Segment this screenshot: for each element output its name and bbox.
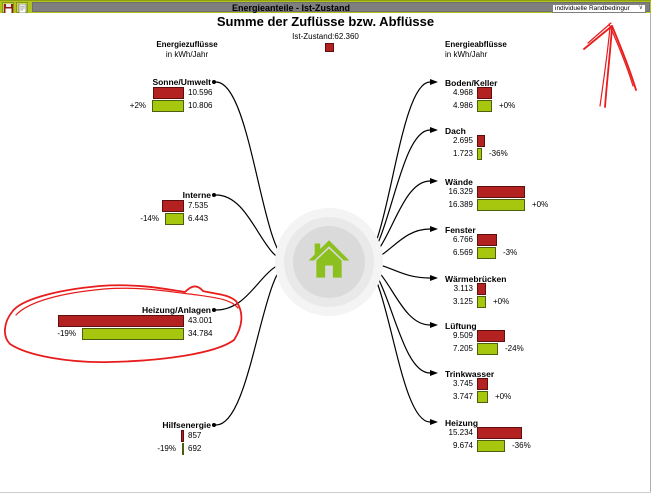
variant-value: 7.205 — [452, 344, 473, 353]
variant-bar — [477, 296, 486, 308]
ist-value: 16.329 — [448, 187, 473, 196]
inflow-label: Sonne/Umwelt — [152, 77, 211, 87]
inflow-label: Interne — [182, 190, 211, 200]
ist-bar — [153, 87, 184, 99]
outflow-label: Fenster — [445, 225, 476, 235]
outflow-label: Wände — [445, 177, 473, 187]
variant-bar — [477, 247, 496, 259]
save-button[interactable] — [2, 2, 14, 13]
variant-bar — [477, 440, 505, 452]
connector-dot-icon — [212, 308, 216, 312]
variant-value: 6.443 — [188, 214, 209, 223]
legend-ist-swatch — [325, 43, 334, 52]
ist-bar — [477, 87, 492, 99]
outflow-label: Lüftung — [445, 321, 477, 331]
dropdown-value: individuelle Randbedingur — [555, 5, 630, 12]
outflow-label: Heizung — [445, 418, 479, 428]
window-title: Energieanteile - Ist-Zustand — [231, 3, 351, 13]
page-title: Summe der Zuflüsse bzw. Abflüsse — [216, 14, 435, 29]
variant-percent: -19% — [57, 329, 76, 338]
ist-bar — [477, 378, 488, 390]
variant-percent: +0% — [493, 297, 510, 306]
ist-value: 9.509 — [452, 331, 473, 340]
ist-value: 43.001 — [188, 316, 213, 325]
variant-value: 10.806 — [188, 101, 213, 110]
variant-value: 16.389 — [448, 200, 473, 209]
ist-bar — [477, 186, 525, 198]
outflow-column-unit: in kWh/Jahr — [445, 50, 488, 59]
ist-bar — [181, 430, 184, 442]
variant-bar — [182, 443, 184, 455]
titlebar-panel: Energieanteile - Ist-Zustand individuell… — [32, 2, 650, 13]
window-titlebar: Energieanteile - Ist-Zustand individuell… — [0, 0, 651, 13]
inflow-label: Hilfsenergie — [162, 420, 211, 430]
ist-value: 10.596 — [188, 88, 213, 97]
variant-bar — [165, 213, 184, 225]
outflow-label: Trinkwasser — [445, 369, 495, 379]
outflow-column-title: Energieabflüsse — [445, 40, 507, 49]
outflow-label: Wärmebrücken — [445, 274, 507, 284]
legend-total-label: Ist-Zustand:62.360 — [292, 32, 359, 41]
export-icon — [17, 4, 27, 13]
variant-percent: -36% — [489, 149, 508, 158]
variant-percent: +0% — [495, 392, 512, 401]
boundary-conditions-dropdown[interactable]: individuelle Randbedingur ∨ — [552, 4, 646, 13]
inflow-label: Heizung/Anlagen — [142, 305, 211, 315]
building-hub — [293, 226, 365, 298]
save-icon — [3, 4, 13, 13]
ist-value: 6.766 — [452, 235, 473, 244]
ist-value: 15.234 — [448, 428, 473, 437]
variant-percent: -14% — [140, 214, 159, 223]
ist-bar — [162, 200, 184, 212]
window-edge-right — [650, 0, 651, 493]
variant-bar — [152, 100, 184, 112]
ist-value: 2.695 — [452, 136, 473, 145]
variant-percent: +0% — [532, 200, 549, 209]
variant-bar — [477, 199, 525, 211]
window-edge-bottom — [0, 492, 651, 493]
connector-dot-icon — [212, 193, 216, 197]
variant-value: 34.784 — [188, 329, 213, 338]
variant-percent: -36% — [512, 441, 531, 450]
variant-value: 3.747 — [452, 392, 473, 401]
ist-bar — [477, 135, 485, 147]
variant-bar — [477, 391, 488, 403]
ist-bar — [477, 427, 522, 439]
ist-bar — [477, 283, 486, 295]
ist-value: 4.968 — [452, 88, 473, 97]
variant-value: 1.723 — [452, 149, 473, 158]
variant-value: 4.986 — [452, 101, 473, 110]
variant-bar — [477, 148, 482, 160]
ist-bar — [58, 315, 184, 327]
outflow-label: Boden/Keller — [445, 78, 498, 88]
connector-dot-icon — [212, 423, 216, 427]
variant-value: 6.569 — [452, 248, 473, 257]
variant-value: 9.674 — [452, 441, 473, 450]
variant-bar — [82, 328, 184, 340]
variant-bar — [477, 343, 498, 355]
variant-percent: +2% — [129, 101, 146, 110]
ist-value: 3.113 — [453, 284, 473, 293]
variant-percent: +0% — [499, 101, 516, 110]
inflow-column-title: Energiezuflüsse — [156, 40, 218, 49]
inflow-column-unit: in kWh/Jahr — [165, 50, 209, 59]
ist-value: 857 — [188, 431, 202, 440]
variant-value: 692 — [188, 444, 202, 453]
outflow-label: Dach — [445, 126, 466, 136]
chevron-down-icon: ∨ — [638, 5, 643, 11]
ist-value: 3.745 — [452, 379, 473, 388]
ist-bar — [477, 234, 497, 246]
ist-value: 7.535 — [188, 201, 209, 210]
variant-percent: -24% — [505, 344, 524, 353]
ist-bar — [477, 330, 505, 342]
variant-value: 3.125 — [452, 297, 473, 306]
variant-percent: -19% — [157, 444, 176, 453]
house-icon — [307, 238, 351, 287]
connector-dot-icon — [212, 80, 216, 84]
export-button[interactable] — [16, 2, 28, 13]
variant-percent: -3% — [503, 248, 518, 257]
variant-bar — [477, 100, 492, 112]
